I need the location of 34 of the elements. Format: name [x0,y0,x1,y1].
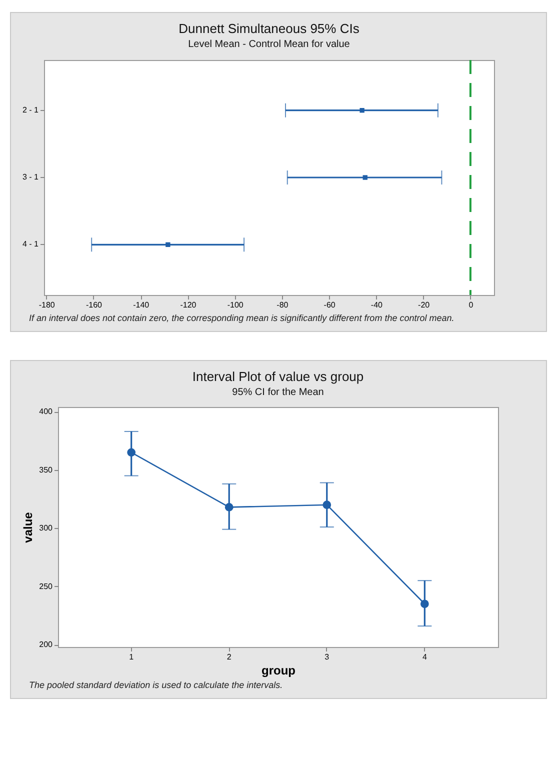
y-tick-label: 350 [39,465,54,474]
chart-subtitle: 95% CI for the Mean [232,387,324,398]
y-tick-label: 200 [39,640,54,650]
x-tick-label: 3 [324,652,330,662]
text: If an interval does not contain zero, the corresponding mean is significantly different from the control mean. [28,313,456,325]
y-tick-label: 400 [39,407,54,416]
x-tick-label: 4 [422,652,428,662]
y-axis-title: value [21,512,36,543]
x-tick-label: -100 [227,300,244,310]
y-tick-label: 4 - 1 [22,240,40,249]
x-tick-label: -80 [276,300,289,310]
point [224,503,234,512]
y-tick-label: 300 [39,524,54,533]
chart-title: Dunnett Simultaneous 95% CIs [178,21,360,36]
x-tick-label: -20 [418,300,430,310]
chart-title: Interval Plot of value vs group [192,369,364,384]
y-tick-label: 250 [39,582,54,591]
x-tick-label: -180 [38,300,56,310]
x-tick-label: 1 [129,652,134,662]
x-tick-label: 2 [226,652,232,662]
x-tick-label: -120 [180,300,197,310]
x-axis-title: group [262,664,296,678]
x-tick-label: -160 [86,300,103,310]
text: The pooled standard deviation is used to calculate the intervals. [28,680,284,692]
x-tick-label: -40 [370,300,384,310]
point [322,500,332,510]
point [127,448,136,457]
point [420,600,429,608]
x-tick-label: 0 [468,300,474,310]
x-tick-label: -140 [133,300,150,310]
chart-subtitle: Level Mean - Control Mean for value [188,39,350,50]
y-tick-label: 2 - 1 [22,105,40,114]
y-tick-label: 3 - 1 [22,172,40,182]
x-tick-label: -60 [324,300,336,310]
